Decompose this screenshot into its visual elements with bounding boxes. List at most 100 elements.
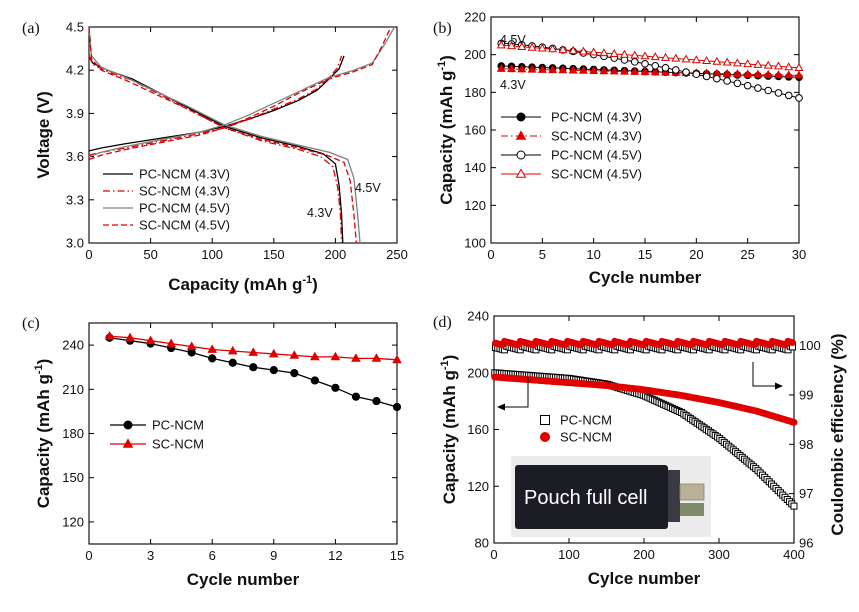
legend-label: SC-NCM (4.3V) bbox=[139, 184, 230, 199]
data-point bbox=[763, 60, 773, 69]
y-tick-label: 240 bbox=[467, 309, 489, 324]
y-tick-label: 100 bbox=[464, 236, 486, 251]
x-tick-label: 200 bbox=[633, 547, 655, 562]
y-tick-label: 200 bbox=[464, 47, 486, 62]
data-point bbox=[527, 64, 537, 73]
data-point bbox=[784, 62, 794, 71]
data-point bbox=[609, 66, 619, 75]
legend-label: PC-NCM bbox=[560, 413, 612, 428]
data-point bbox=[743, 59, 753, 68]
data-point bbox=[754, 84, 762, 92]
y-tick-label: 3.6 bbox=[66, 149, 84, 164]
x-tick-label: 50 bbox=[143, 247, 157, 262]
data-point bbox=[599, 48, 609, 57]
data-point bbox=[732, 69, 742, 78]
data-point bbox=[208, 354, 217, 363]
x-tick-label: 15 bbox=[390, 548, 404, 563]
data-point bbox=[558, 45, 568, 54]
y2-tick-label: 98 bbox=[799, 437, 813, 452]
series-line bbox=[501, 42, 800, 99]
legend-label: PC-NCM bbox=[152, 418, 204, 433]
legend-label: SC-NCM bbox=[560, 430, 612, 445]
y2-tick-label: 96 bbox=[799, 536, 813, 551]
data-point bbox=[753, 69, 763, 78]
x-tick-label: 12 bbox=[328, 548, 342, 563]
x-axis-title: Cycle number bbox=[187, 570, 300, 589]
data-point bbox=[330, 351, 341, 361]
legend-label: SC-NCM (4.5V) bbox=[551, 167, 642, 182]
legend-marker bbox=[540, 432, 550, 442]
plot-frame bbox=[88, 322, 398, 545]
data-point bbox=[568, 65, 578, 74]
data-point bbox=[672, 66, 680, 74]
data-point bbox=[537, 43, 547, 52]
left-axis-arrow bbox=[503, 377, 529, 408]
x-tick-label: 0 bbox=[487, 247, 494, 262]
pouch-cell-seal bbox=[668, 470, 680, 522]
legend-label: SC-NCM (4.5V) bbox=[139, 218, 230, 233]
data-point bbox=[248, 347, 259, 356]
y-tick-label: 160 bbox=[464, 123, 486, 138]
x-tick-label: 400 bbox=[783, 547, 805, 562]
data-point bbox=[527, 42, 537, 51]
annotation-4-5v: 4.5V bbox=[355, 181, 381, 195]
data-point bbox=[558, 65, 568, 74]
panel-label: (d) bbox=[433, 314, 452, 331]
x-tick-label: 5 bbox=[539, 247, 546, 262]
pouch-cell-body bbox=[515, 465, 668, 529]
data-point bbox=[723, 77, 731, 85]
data-point bbox=[392, 354, 402, 364]
data-point bbox=[753, 59, 763, 68]
panel-b: 0 5 10 15 20 25 30 100 120 140 160 180 200 220 PC-NCM … bbox=[433, 10, 806, 288]
data-point bbox=[630, 66, 640, 75]
legend-label: PC-NCM (4.3V) bbox=[139, 167, 230, 182]
data-point bbox=[589, 66, 599, 74]
data-point bbox=[733, 79, 742, 88]
pouch-cell-tab bbox=[680, 503, 704, 516]
data-point bbox=[269, 366, 278, 375]
discharge-curve bbox=[88, 55, 343, 244]
data-point bbox=[568, 45, 578, 54]
x-tick-label: 250 bbox=[386, 247, 408, 262]
right-axis-arrowhead bbox=[775, 382, 783, 390]
y-tick-label: 180 bbox=[464, 85, 486, 100]
data-point bbox=[578, 65, 588, 74]
legend-marker bbox=[515, 168, 527, 178]
data-point bbox=[589, 47, 599, 56]
data-point bbox=[537, 64, 547, 73]
data-point bbox=[784, 91, 793, 100]
data-point bbox=[207, 344, 218, 353]
y-axis-title: Capacity (mAh g-1) bbox=[439, 355, 459, 505]
x-tick-label: 200 bbox=[325, 247, 347, 262]
y2-tick-label: 100 bbox=[799, 338, 821, 353]
data-point bbox=[743, 69, 753, 78]
data-point bbox=[507, 41, 517, 50]
data-point bbox=[651, 61, 660, 70]
legend-marker bbox=[516, 112, 526, 122]
data-point bbox=[763, 69, 773, 78]
data-point bbox=[661, 52, 671, 61]
data-point bbox=[351, 353, 361, 362]
plot-frame bbox=[490, 16, 800, 244]
efficiency-point bbox=[789, 339, 796, 347]
y-tick-label: 4.5 bbox=[66, 20, 84, 35]
data-point bbox=[722, 57, 732, 66]
legend-label: SC-NCM bbox=[152, 437, 204, 452]
x-tick-label: 20 bbox=[689, 247, 703, 262]
y-axis-title: Voltage (V) bbox=[34, 91, 53, 179]
data-point bbox=[774, 89, 783, 97]
data-point bbox=[630, 58, 639, 66]
data-point bbox=[289, 350, 300, 359]
x-tick-label: 30 bbox=[792, 247, 806, 262]
data-point bbox=[548, 44, 558, 53]
x-axis-title: Cylce number bbox=[588, 569, 701, 588]
panel-label: (a) bbox=[22, 20, 40, 37]
x-tick-label: 15 bbox=[638, 247, 652, 262]
data-point bbox=[630, 50, 640, 59]
data-point bbox=[227, 345, 238, 355]
data-point bbox=[372, 396, 381, 406]
y-tick-label: 150 bbox=[62, 470, 84, 485]
data-point bbox=[104, 331, 115, 340]
panel-label: (c) bbox=[22, 315, 40, 332]
